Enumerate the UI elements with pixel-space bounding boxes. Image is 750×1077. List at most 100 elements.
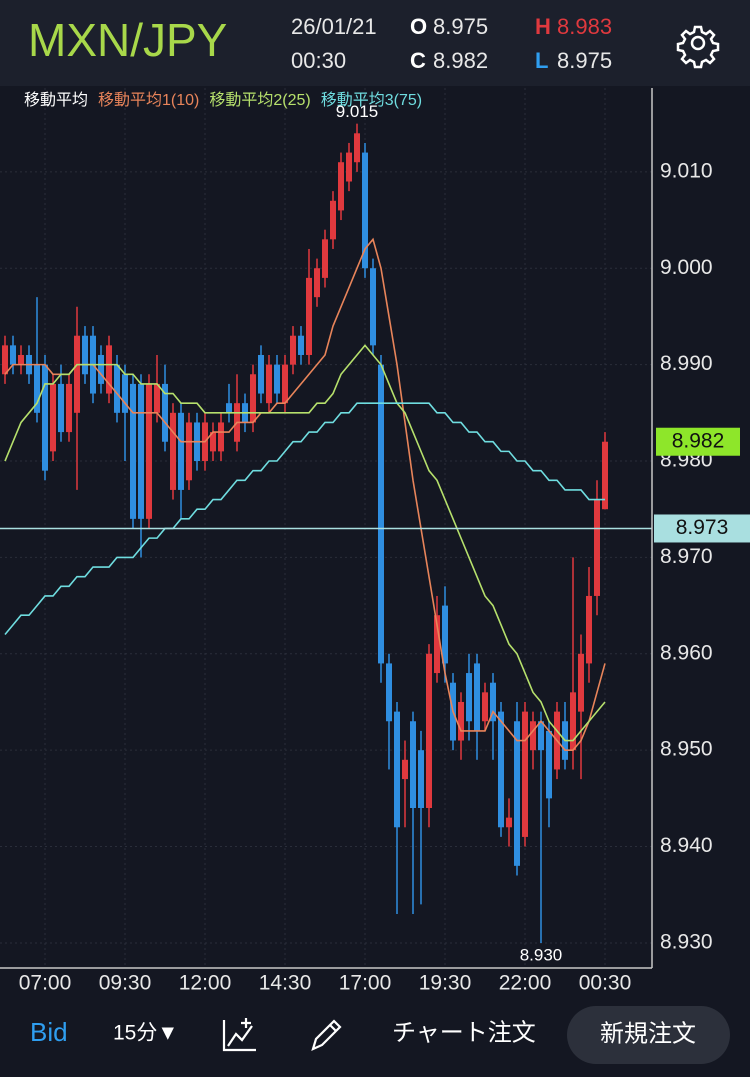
y-tick-label: 9.010	[660, 159, 713, 182]
low-annotation: 8.930	[520, 945, 563, 964]
candle-body	[522, 711, 528, 837]
x-tick-label: 12:00	[179, 972, 232, 995]
y-tick-label: 8.960	[660, 641, 713, 664]
candle-body	[418, 750, 424, 808]
candle-body	[474, 663, 480, 731]
candle-body	[210, 432, 216, 452]
close: 8.982	[433, 48, 488, 73]
x-tick-label: 19:30	[419, 972, 472, 995]
high-label: H	[535, 14, 551, 39]
candle-body	[434, 615, 440, 674]
indicator-icon[interactable]	[222, 1018, 256, 1052]
moving-average-line	[4, 402, 605, 636]
candle-body	[146, 383, 152, 519]
candle-body	[530, 721, 536, 751]
candle-body	[386, 663, 392, 722]
last-price-tag	[656, 427, 740, 456]
candle-body	[106, 345, 112, 394]
candle-body	[218, 422, 224, 452]
bid-price-label: 8.973	[676, 516, 729, 539]
x-tick-label: 22:00	[499, 972, 552, 995]
high: 8.983	[557, 14, 612, 39]
new-order-button[interactable]	[567, 1006, 730, 1064]
legend-title: 移動平均	[24, 91, 88, 109]
candle-body	[98, 354, 104, 384]
legend-entry: 移動平均1(10)	[98, 91, 199, 109]
candle-body	[314, 268, 320, 298]
legend-entry: 移動平均2(25)	[209, 91, 310, 109]
candle-body	[250, 374, 256, 423]
candle-body	[58, 383, 64, 433]
candle-body	[370, 268, 376, 346]
candle-body	[170, 412, 176, 490]
candle-body	[122, 374, 128, 413]
candle-body	[282, 364, 288, 404]
candle-body	[290, 335, 296, 365]
candle-body	[2, 345, 8, 375]
bid-price-tag	[654, 514, 750, 543]
x-tick-label: 07:00	[19, 972, 72, 995]
candle-body	[10, 345, 16, 365]
candle-body	[66, 383, 72, 433]
candle-body	[322, 239, 328, 278]
candle-body	[378, 364, 384, 664]
candle-body	[130, 383, 136, 519]
settings-icon[interactable]	[676, 25, 720, 69]
x-tick-label: 09:30	[99, 972, 152, 995]
candle-body	[74, 335, 80, 413]
interval[interactable]: 15分▼	[113, 1022, 178, 1045]
y-tick-label: 8.930	[660, 930, 713, 953]
y-tick-label: 9.000	[660, 256, 713, 279]
x-tick-label: 00:30	[579, 972, 632, 995]
candle-body	[34, 364, 40, 413]
close-label: C	[410, 48, 426, 73]
candle-body	[394, 711, 400, 828]
high-annotation: 9.015	[336, 102, 379, 121]
candle-body	[298, 335, 304, 355]
symbol: MXN/JPY	[28, 14, 227, 66]
moving-average-line	[4, 344, 606, 742]
x-tick-label: 14:30	[259, 972, 312, 995]
candle-body	[466, 673, 472, 722]
y-tick-label: 8.970	[660, 545, 713, 568]
candle-body	[458, 701, 464, 741]
candle-body	[178, 412, 184, 490]
candle-body	[426, 653, 432, 808]
new-order-label[interactable]: 新規注文	[600, 1020, 696, 1047]
date: 26/01/21	[291, 14, 377, 39]
candle-body	[570, 692, 576, 751]
candle-body	[258, 354, 264, 394]
candle-body	[82, 335, 88, 375]
candle-body	[18, 354, 24, 365]
y-tick-label: 8.950	[660, 738, 713, 761]
low-label: L	[535, 48, 548, 73]
y-tick-label: 8.990	[660, 352, 713, 375]
candle-body	[490, 682, 496, 722]
candle-body	[362, 152, 368, 269]
candle-body	[138, 383, 144, 519]
last-price-label: 8.982	[672, 429, 725, 452]
candle-body	[514, 721, 520, 866]
candle-body	[498, 711, 504, 828]
candle-body	[42, 364, 48, 471]
candle-body	[354, 133, 360, 163]
low: 8.975	[557, 48, 612, 73]
y-tick-label: 8.940	[660, 834, 713, 857]
chart-order[interactable]: チャート注文	[392, 1019, 536, 1046]
candle-body	[346, 152, 352, 182]
candle-body	[338, 162, 344, 211]
candle-body	[594, 499, 600, 596]
candle-body	[538, 721, 544, 751]
candle-body	[410, 721, 416, 808]
candle-body	[506, 817, 512, 828]
candle-body	[162, 383, 168, 442]
legend-entry: 移動平均3(75)	[321, 91, 422, 109]
candle-body	[586, 595, 592, 664]
candle-body	[154, 383, 160, 413]
header-bar	[0, 0, 750, 86]
price-type[interactable]: Bid	[30, 1017, 68, 1047]
draw-icon[interactable]	[311, 1019, 342, 1051]
x-tick-label: 17:00	[339, 972, 392, 995]
